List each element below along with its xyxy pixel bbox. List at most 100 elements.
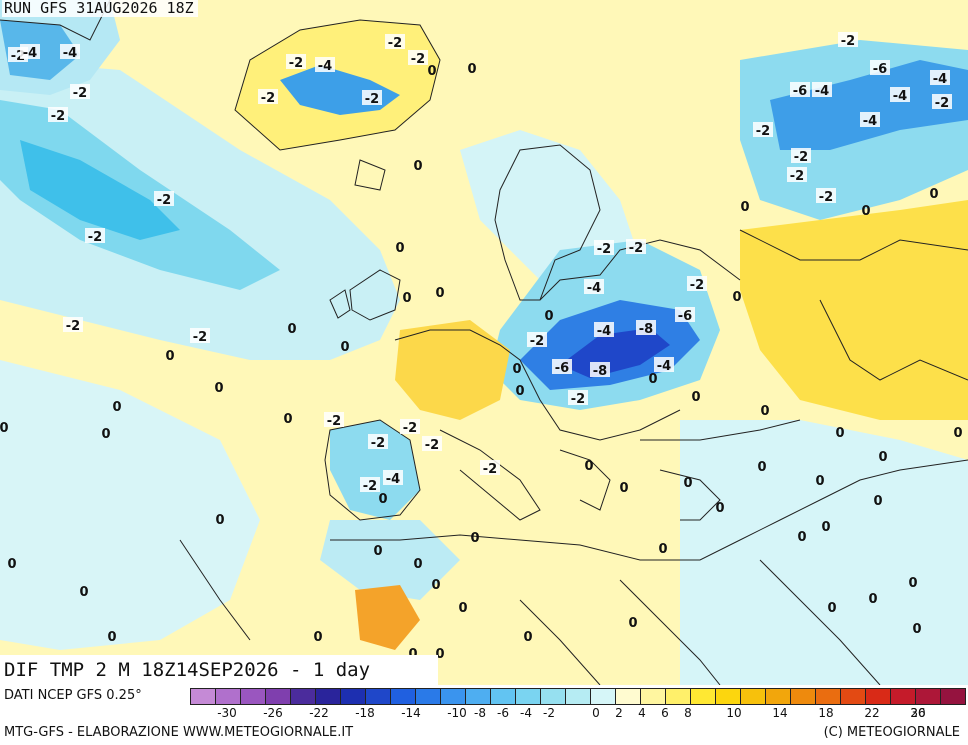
svg-text:-2: -2 — [51, 109, 65, 124]
svg-text:0: 0 — [683, 476, 692, 491]
svg-text:0: 0 — [435, 286, 444, 301]
svg-text:-2: -2 — [193, 330, 207, 345]
legend-swatch — [416, 689, 441, 704]
svg-text:-2: -2 — [794, 150, 808, 165]
contour-value-label: 0 — [340, 340, 349, 355]
svg-text:-6: -6 — [678, 309, 692, 324]
contour-value-label: 0 — [408, 647, 417, 662]
legend-tick-label: 26 — [910, 706, 926, 720]
contour-value-label: 0 — [467, 62, 476, 77]
contour-value-label: -2 — [70, 84, 90, 101]
legend-tick-label: -2 — [543, 706, 555, 720]
contour-value-label: -2 — [816, 188, 836, 205]
legend-swatch — [541, 689, 566, 704]
svg-text:0: 0 — [107, 630, 116, 645]
legend-tick-label: 22 — [864, 706, 880, 720]
svg-text:0: 0 — [835, 426, 844, 441]
svg-text:-2: -2 — [388, 36, 402, 51]
contour-value-label: -2 — [400, 419, 420, 436]
svg-text:0: 0 — [373, 544, 382, 559]
svg-text:-2: -2 — [327, 414, 341, 429]
contour-value-label: -4 — [860, 112, 880, 129]
contour-value-label: 0 — [523, 630, 532, 645]
contour-value-label: 0 — [908, 576, 917, 591]
contour-value-label: -8 — [590, 362, 610, 379]
svg-text:0: 0 — [467, 62, 476, 77]
anomaly-field-central-europe-core2 — [560, 328, 670, 378]
contour-value-label: -2 — [286, 54, 306, 71]
contour-value-label: -2 — [258, 89, 278, 106]
svg-text:0: 0 — [691, 390, 700, 405]
contour-value-label: 0 — [378, 492, 387, 507]
legend-tick-label: -4 — [520, 706, 532, 720]
contour-value-label: 0 — [435, 647, 444, 662]
legend-swatch — [816, 689, 841, 704]
contour-value-label: 0 — [619, 481, 628, 496]
contour-value-label: 0 — [101, 427, 110, 442]
contour-value-label: -2 — [687, 276, 707, 293]
legend-swatch — [941, 689, 965, 704]
svg-text:-4: -4 — [587, 281, 601, 296]
legend-swatch — [216, 689, 241, 704]
contour-value-label: 0 — [715, 501, 724, 516]
contour-value-label: -2 — [190, 328, 210, 345]
contour-value-label: -2 — [154, 191, 174, 208]
svg-text:-2: -2 — [935, 96, 949, 111]
svg-text:0: 0 — [378, 492, 387, 507]
contour-value-label: 0 — [861, 204, 870, 219]
anomaly-field-western-europe — [395, 320, 510, 420]
contour-value-label: 0 — [740, 200, 749, 215]
svg-text:0: 0 — [515, 384, 524, 399]
svg-text:-4: -4 — [933, 72, 947, 87]
color-legend-bar — [190, 688, 966, 705]
contour-value-label: 0 — [373, 544, 382, 559]
contour-value-label: 0 — [402, 291, 411, 306]
legend-tick-label: 6 — [661, 706, 669, 720]
contour-labels: -2 -4-4-2-2-2-2-2-4-2 -200-20-2-2-2-6-4-6-… — [0, 32, 963, 662]
contour-value-label: 0 — [458, 601, 467, 616]
svg-text:0: 0 — [101, 427, 110, 442]
legend-tick-label: 0 — [592, 706, 600, 720]
svg-text:0: 0 — [628, 616, 637, 631]
contour-value-label: 0 — [107, 630, 116, 645]
svg-text:-4: -4 — [318, 59, 332, 74]
svg-text:-2: -2 — [371, 436, 385, 451]
contour-value-label: -2 — [480, 460, 500, 477]
contour-value-label: -6 — [870, 60, 890, 77]
svg-text:-2: -2 — [756, 124, 770, 139]
svg-text:-2: -2 — [363, 479, 377, 494]
legend-swatch — [191, 689, 216, 704]
legend-tick-label: 8 — [684, 706, 692, 720]
contour-value-label: 0 — [283, 412, 292, 427]
legend-swatch — [766, 689, 791, 704]
contour-value-label: 0 — [760, 404, 769, 419]
svg-text:-2: -2 — [261, 91, 275, 106]
svg-text:-2: -2 — [411, 52, 425, 67]
contour-value-label: -4 — [812, 82, 832, 99]
contour-value-label: -2 — [594, 240, 614, 257]
map-footer: DATI NCEP GFS 0.25° -30 -26 -22 -18 -14 -10 -8… — [0, 685, 968, 745]
svg-text:-4: -4 — [893, 89, 907, 104]
contour-value-label: 0 — [929, 187, 938, 202]
contour-value-label: -6 — [552, 359, 572, 376]
svg-text:0: 0 — [523, 630, 532, 645]
contour-value-label: 0 — [757, 460, 766, 475]
contour-value-label: 0 — [815, 474, 824, 489]
contour-value-label: -2 — [85, 228, 105, 245]
map-canvas: -2 -4-4-2-2-2-2-2-4-2 -200-20-2-2-2-6-4-6-… — [0, 0, 968, 685]
svg-text:-4: -4 — [597, 324, 611, 339]
legend-swatch — [916, 689, 941, 704]
svg-text:0: 0 — [408, 647, 417, 662]
svg-text:-4: -4 — [863, 114, 877, 129]
svg-text:-2: -2 — [157, 193, 171, 208]
contour-value-label: 0 — [413, 159, 422, 174]
svg-text:0: 0 — [283, 412, 292, 427]
contour-value-label: -2 — [838, 32, 858, 49]
legend-swatch — [716, 689, 741, 704]
svg-text:0: 0 — [873, 494, 882, 509]
svg-text:-4: -4 — [386, 472, 400, 487]
contour-value-label: -6 — [790, 82, 810, 99]
legend-tick-label: -14 — [401, 706, 421, 720]
contour-value-label: -4 — [315, 57, 335, 74]
svg-text:-4: -4 — [23, 46, 37, 61]
